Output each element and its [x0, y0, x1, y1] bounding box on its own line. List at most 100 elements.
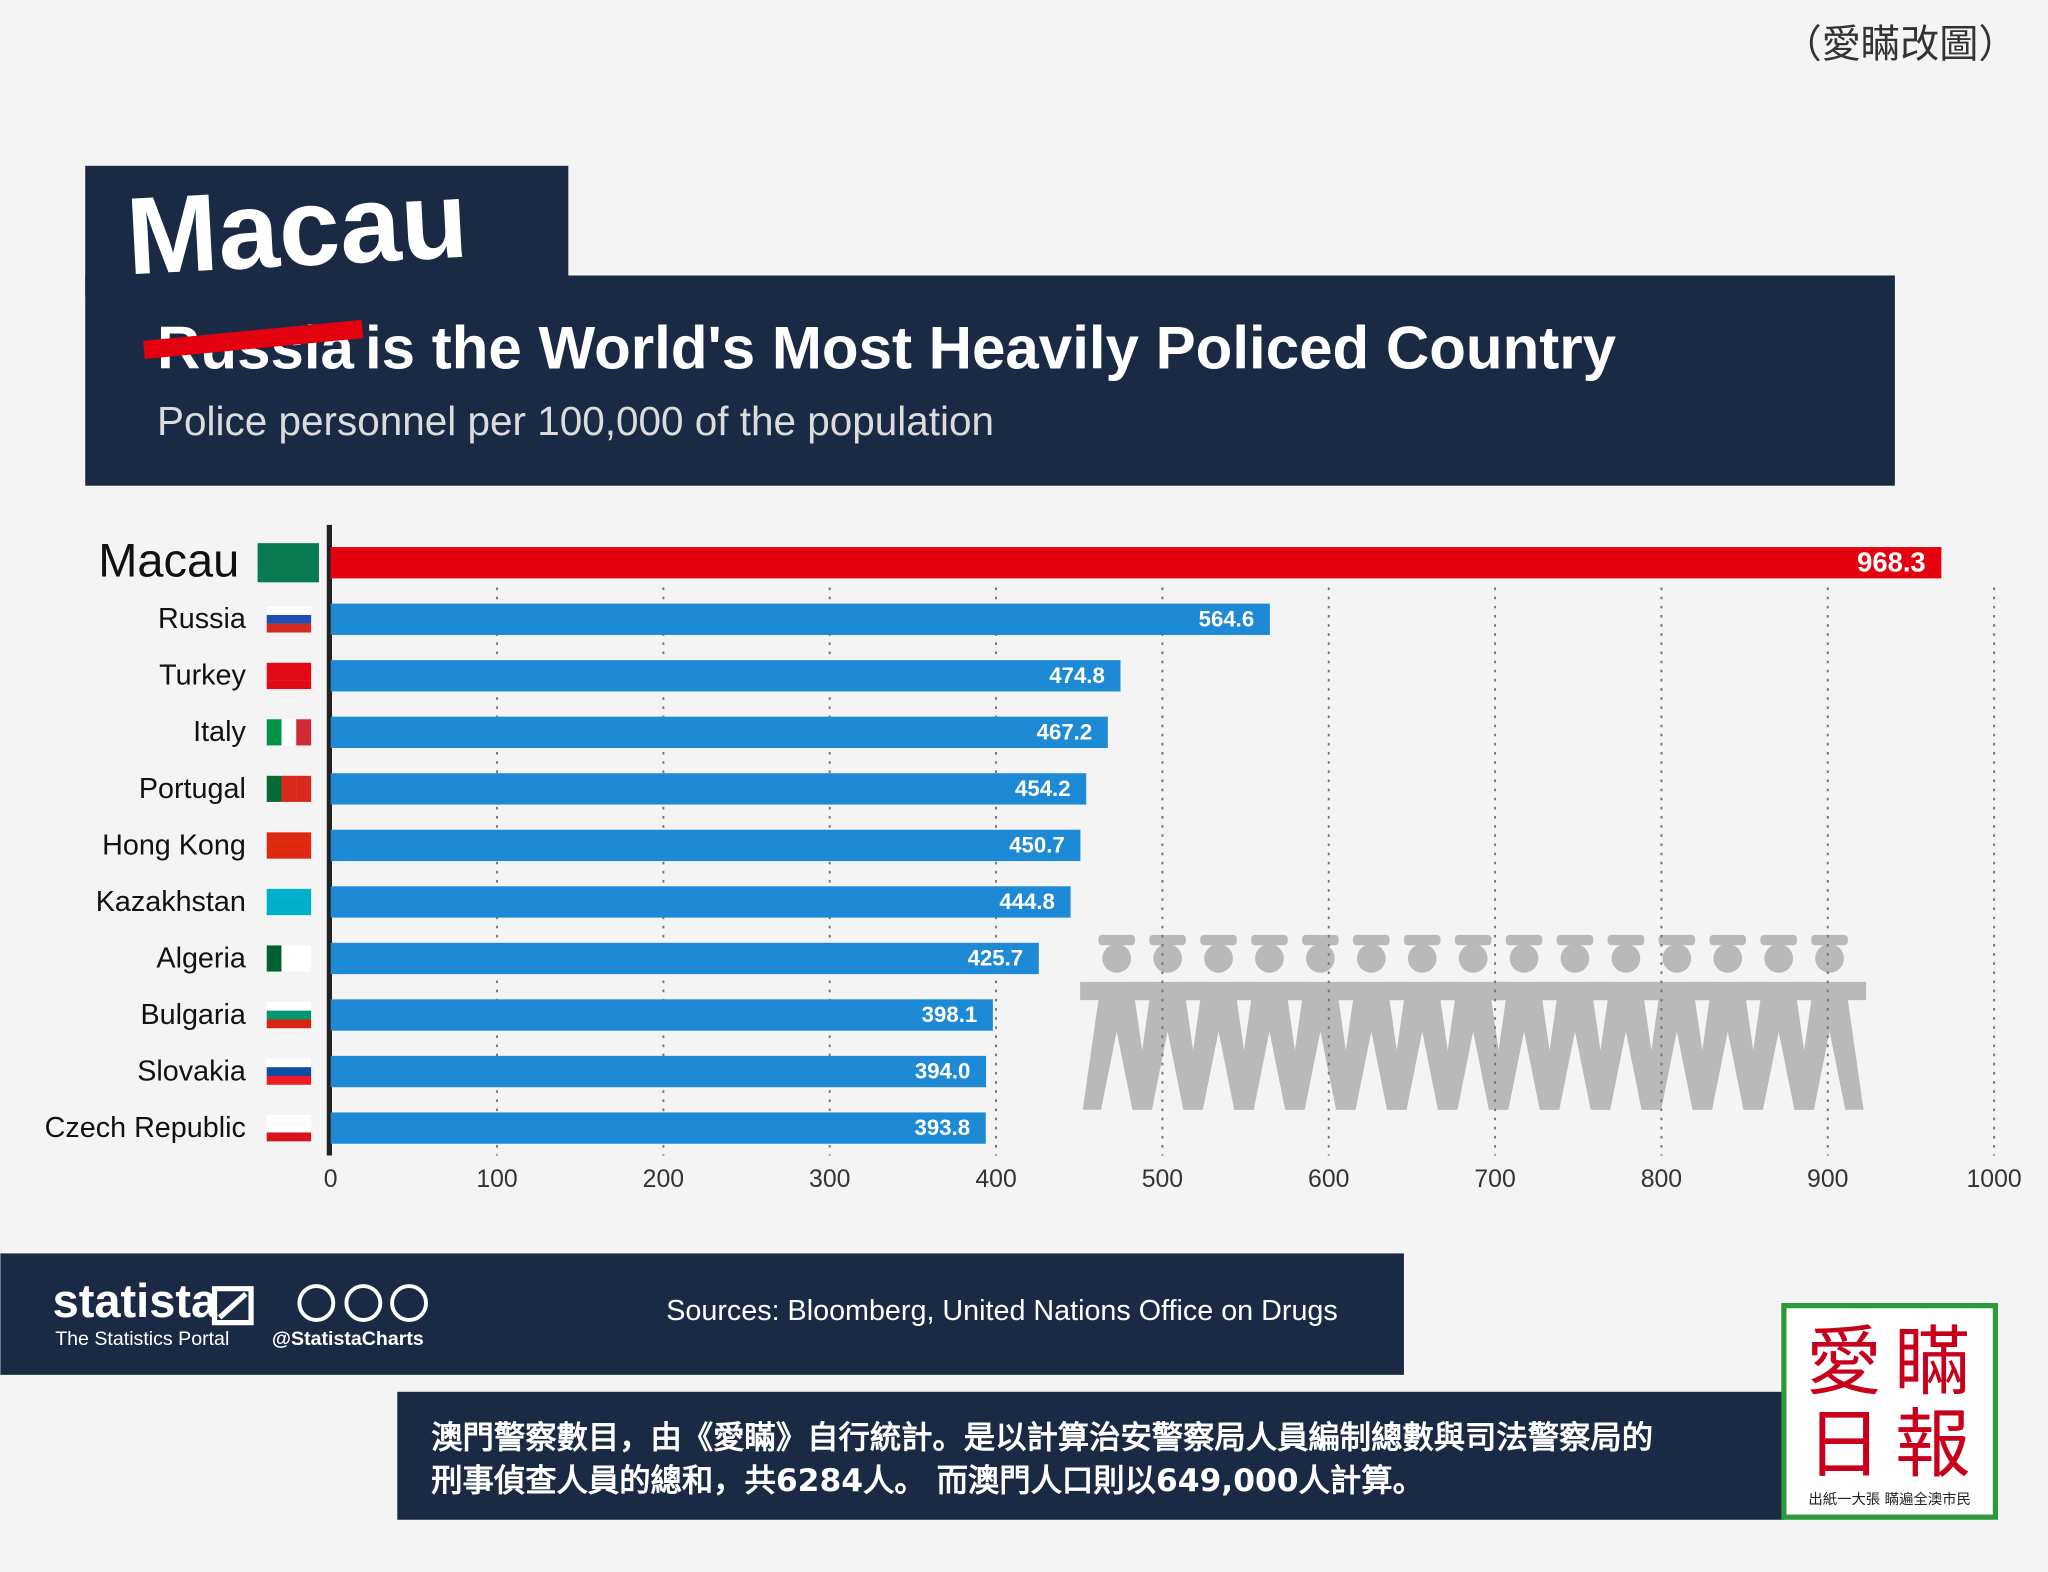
flag-stripe: [266, 1067, 312, 1077]
category-label: Hong Kong: [102, 829, 246, 861]
logo-char: 愛: [1806, 1318, 1882, 1406]
silhouette-cap: [1811, 934, 1848, 946]
value-label: 564.6: [1199, 606, 1255, 631]
flag-stripe: [266, 1019, 312, 1029]
chart-subtitle: Police personnel per 100,000 of the popu…: [157, 398, 994, 444]
header-tab: [85, 165, 569, 297]
flag-stripe: [266, 614, 312, 624]
flag-stripe: [266, 775, 282, 802]
category-label: Russia: [158, 603, 246, 635]
x-tick-label: 100: [476, 1166, 517, 1193]
value-label: 467.2: [1037, 720, 1093, 745]
flag-stripe: [266, 662, 312, 672]
strike-line: [143, 319, 364, 360]
category-label: Bulgaria: [140, 999, 245, 1031]
flag-stripe: [296, 775, 312, 802]
silhouette-head: [1153, 943, 1182, 973]
flag-stripe: [266, 1123, 312, 1133]
silhouette-head: [1815, 943, 1844, 973]
flag-stripe: [281, 775, 297, 802]
silhouette-head: [1356, 943, 1386, 973]
flag: [266, 606, 312, 633]
category-label: Portugal: [139, 773, 246, 805]
flag-stripe: [266, 897, 312, 907]
silhouette-body: [1181, 981, 1256, 1110]
flag-stripe: [266, 1010, 312, 1020]
bar: [330, 660, 1121, 692]
x-tick-label: 400: [975, 1166, 1016, 1193]
note-panel: [397, 1391, 1784, 1520]
flag: [257, 543, 319, 583]
flag-stripe: [266, 1001, 312, 1011]
logo-char: 報: [1895, 1400, 1971, 1488]
bar: [330, 547, 1942, 579]
value-label: 444.8: [999, 889, 1055, 914]
silhouette-cap: [1454, 934, 1492, 946]
flag-stripe: [266, 945, 282, 972]
x-tick-label: 1000: [1967, 1166, 2022, 1193]
silhouette-cap: [1403, 934, 1441, 946]
bar: [330, 1112, 986, 1144]
flag-stripe: [296, 719, 312, 746]
note-line: 澳門警察數目，由《愛瞞》自行統計。是以計算治安警察局人員編制總數與司法警察局的: [431, 1419, 1653, 1456]
flag-stripe: [281, 945, 297, 972]
silhouette-head: [1306, 943, 1335, 973]
flag-stripe: [266, 1058, 312, 1068]
silhouette-body: [1080, 981, 1154, 1110]
value-label: 398.1: [922, 1002, 978, 1027]
category-label: Czech Republic: [45, 1112, 246, 1144]
flag-stripe: [266, 832, 312, 842]
bar: [330, 886, 1071, 918]
x-tick-label: 800: [1641, 1166, 1682, 1193]
flag-stripe: [266, 606, 312, 616]
flag-stripe: [296, 945, 312, 972]
x-tick-label: 200: [643, 1166, 684, 1193]
bar: [330, 942, 1039, 975]
category-label: Italy: [193, 716, 246, 748]
bar: [330, 1055, 987, 1088]
flag: [266, 1115, 312, 1142]
value-label: 394.0: [915, 1059, 971, 1084]
silhouette-head: [1509, 943, 1539, 973]
silhouette-body: [1640, 981, 1714, 1110]
source: Sources: Bloomberg, United Nations Offic…: [666, 1295, 1337, 1327]
value-label: 968.3: [1857, 546, 1926, 577]
silhouette-body: [1793, 981, 1867, 1110]
corner-note: （愛瞞改圖）: [1783, 23, 2018, 68]
value-label: 393.8: [915, 1115, 971, 1140]
category-label: Turkey: [159, 660, 246, 692]
flag-stripe: [266, 719, 282, 746]
bar: [330, 716, 1108, 749]
value-label: 474.8: [1049, 663, 1105, 688]
note-line: 刑事偵查人員的總和，共6284人。 而澳門人口則以649,000人計算。: [431, 1462, 1424, 1499]
x-tick-label: 700: [1474, 1166, 1515, 1193]
silhouette-cap: [1607, 934, 1645, 946]
value-label: 425.7: [968, 946, 1024, 971]
category-label: Kazakhstan: [96, 886, 246, 918]
category-label: Algeria: [156, 942, 245, 974]
flag-stripe: [266, 1115, 312, 1124]
silhouette-cap: [1098, 934, 1135, 946]
silhouette-cap: [1760, 934, 1797, 946]
brand-icon: [211, 1286, 254, 1326]
flag: [266, 945, 312, 972]
silhouette-cap: [1251, 934, 1288, 946]
value-label: 454.2: [1015, 776, 1071, 801]
silhouette-cap: [1658, 934, 1696, 946]
silhouette-head: [1713, 943, 1743, 973]
silhouette-body: [1232, 981, 1307, 1110]
chart-title: is the World's Most Heavily Policed Coun…: [365, 314, 1617, 381]
silhouette-body: [1742, 981, 1816, 1110]
flag-stripe: [266, 849, 312, 859]
flag-stripe: [266, 888, 312, 898]
bar: [330, 829, 1081, 862]
flag: [266, 719, 312, 746]
silhouette-body: [1131, 981, 1205, 1110]
silhouette-cap: [1200, 934, 1237, 946]
value-label: 450.7: [1009, 833, 1065, 858]
silhouette-head: [1560, 943, 1590, 973]
x-tick-label: 500: [1142, 1166, 1183, 1193]
flag-stripe: [266, 1132, 312, 1142]
silhouette-cap: [1302, 934, 1339, 946]
logo-char: 日: [1806, 1400, 1882, 1488]
